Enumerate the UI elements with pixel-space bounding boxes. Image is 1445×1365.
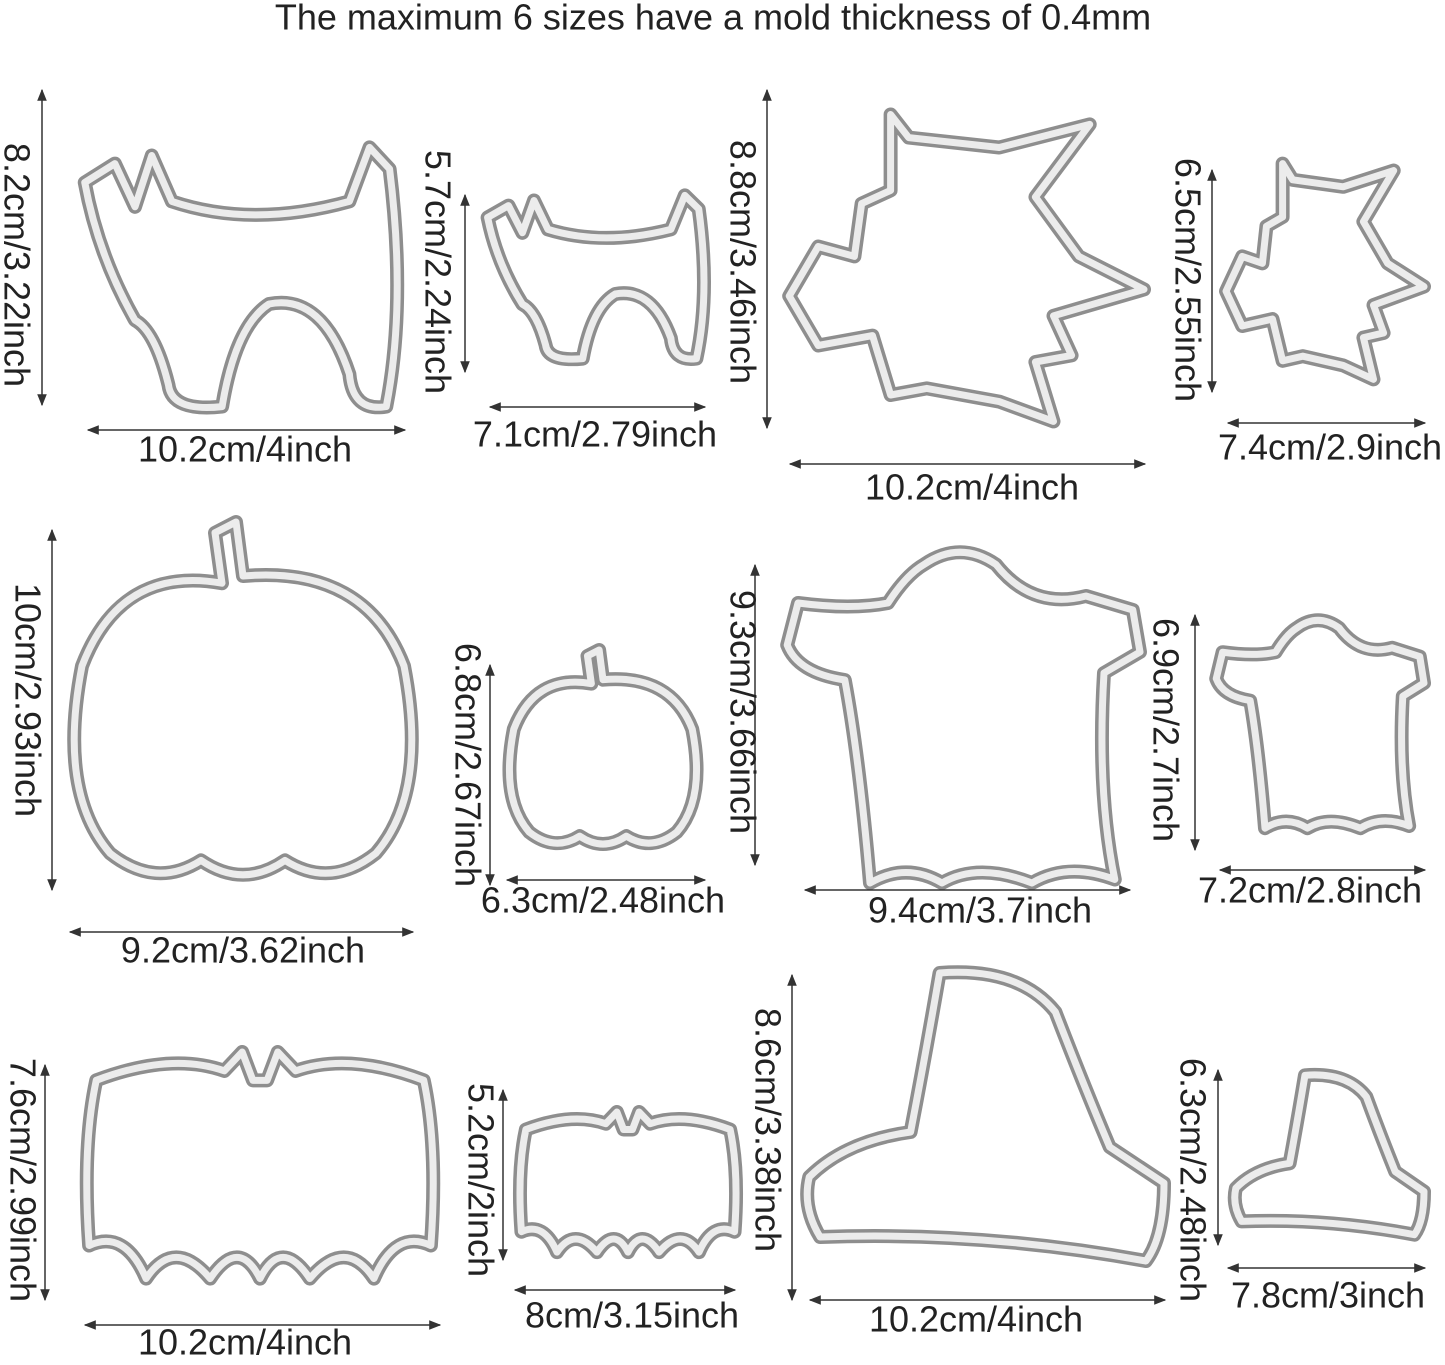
title: The maximum 6 sizes have a mold thicknes… — [275, 0, 1151, 38]
cutter-shape-highlight — [488, 195, 704, 359]
cookie-cutter: 5.7cm/2.24inch 7.1cm/2.79inch — [417, 150, 717, 455]
cutter-shape — [789, 115, 1144, 422]
cutter-shape-highlight — [807, 972, 1164, 1261]
height-label: 8.8cm/3.46inch — [722, 140, 763, 384]
cutter-shape — [87, 1052, 434, 1279]
width-label: 9.4cm/3.7inch — [868, 890, 1092, 931]
cookie-cutter: 6.3cm/2.48inch 7.8cm/3inch — [1172, 1058, 1425, 1316]
cutter-shape-highlight — [87, 1052, 434, 1279]
width-label: 10.2cm/4inch — [865, 467, 1079, 508]
height-label: 5.2cm/2inch — [460, 1083, 501, 1277]
cutter-grid: 8.2cm/3.22inch 10.2cm/4inch 5.7cm/2.24inch… — [0, 88, 1442, 1363]
cutter-shape-highlight — [74, 522, 412, 875]
cookie-cutter: 8.2cm/3.22inch 10.2cm/4inch — [0, 88, 405, 470]
cutter-shape — [787, 552, 1140, 883]
height-label: 6.9cm/2.7inch — [1145, 618, 1186, 842]
width-label: 6.3cm/2.48inch — [481, 880, 725, 921]
cutter-shape — [807, 972, 1164, 1261]
width-label: 8cm/3.15inch — [525, 1295, 739, 1336]
height-label: 8.2cm/3.22inch — [0, 143, 37, 387]
cutter-shape-highlight — [1216, 620, 1424, 828]
cutter-shape-highlight — [509, 650, 696, 844]
cookie-cutter: 9.3cm/3.66inch 9.4cm/3.7inch — [722, 552, 1140, 931]
cookie-cutter: 6.9cm/2.7inch 7.2cm/2.8inch — [1145, 615, 1425, 911]
width-label: 10.2cm/4inch — [869, 1299, 1083, 1340]
height-label: 6.3cm/2.48inch — [1172, 1058, 1213, 1302]
width-label: 7.1cm/2.79inch — [473, 414, 717, 455]
cookie-cutter: 8.8cm/3.46inch 10.2cm/4inch — [722, 88, 1145, 508]
height-label: 10cm/2.93inch — [7, 583, 48, 817]
width-label: 10.2cm/4inch — [138, 1322, 352, 1363]
width-label: 9.2cm/3.62inch — [121, 930, 365, 971]
cutter-shape-highlight — [520, 1112, 736, 1252]
height-label: 6.5cm/2.55inch — [1167, 158, 1208, 402]
cutter-shape — [1235, 1075, 1424, 1235]
cookie-cutter: 7.6cm/2.99inch 10.2cm/4inch — [2, 1052, 440, 1363]
cutter-shape-highlight — [85, 147, 397, 407]
width-label: 7.4cm/2.9inch — [1218, 427, 1442, 468]
cutter-shape-highlight — [787, 552, 1140, 883]
cookie-cutter: 8.6cm/3.38inch 10.2cm/4inch — [747, 972, 1165, 1340]
height-label: 9.3cm/3.66inch — [722, 590, 763, 834]
height-label: 8.6cm/3.38inch — [747, 1008, 788, 1252]
height-label: 6.8cm/2.67inch — [447, 643, 488, 887]
cutter-shape-highlight — [1226, 164, 1424, 380]
height-label: 7.6cm/2.99inch — [2, 1058, 43, 1302]
height-label: 5.7cm/2.24inch — [417, 150, 458, 394]
width-label: 10.2cm/4inch — [138, 429, 352, 470]
width-label: 7.8cm/3inch — [1231, 1275, 1425, 1316]
cookie-cutter: 5.2cm/2inch 8cm/3.15inch — [460, 1083, 739, 1336]
cookie-cutter: 10cm/2.93inch 9.2cm/3.62inch — [7, 522, 413, 971]
cutter-shape — [520, 1112, 736, 1252]
cutter-shape-highlight — [1235, 1075, 1424, 1235]
cutter-shape-highlight — [789, 115, 1144, 422]
width-label: 7.2cm/2.8inch — [1198, 870, 1422, 911]
